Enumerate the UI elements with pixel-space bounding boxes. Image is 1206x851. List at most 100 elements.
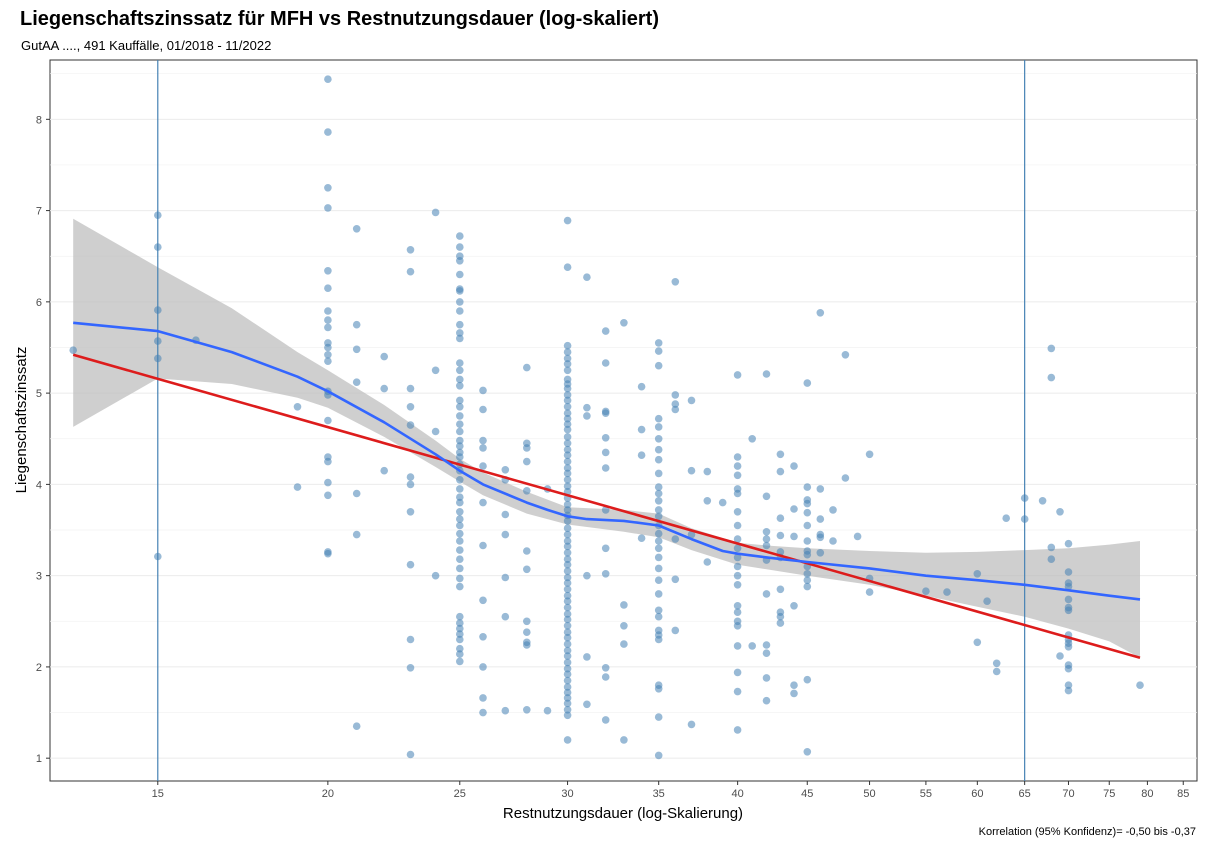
data-point: [563, 500, 572, 509]
data-point: [324, 316, 332, 324]
data-point: [654, 713, 663, 721]
data-point: [992, 659, 1001, 668]
data-point: [601, 664, 610, 672]
data-point: [654, 529, 663, 538]
data-point: [601, 544, 610, 553]
data-point: [703, 497, 712, 505]
data-point: [563, 633, 572, 642]
data-point: [671, 400, 680, 408]
data-point: [803, 521, 812, 530]
data-point: [803, 550, 812, 559]
data-point: [479, 663, 487, 671]
data-point: [654, 339, 663, 347]
data-point: [456, 515, 464, 523]
data-point: [563, 585, 572, 594]
data-point: [865, 588, 874, 596]
data-point: [456, 375, 464, 384]
plot-panel: [49, 59, 1198, 782]
data-point: [406, 473, 415, 481]
data-point: [654, 497, 663, 505]
data-point: [654, 537, 663, 545]
data-point: [352, 530, 361, 539]
data-point: [456, 403, 464, 411]
data-point: [406, 480, 415, 489]
data-point: [501, 706, 510, 715]
data-point: [776, 531, 785, 540]
x-tick-label: 50: [863, 788, 875, 800]
data-point: [324, 351, 332, 359]
data-point: [563, 652, 572, 660]
data-point: [762, 370, 771, 378]
data-point: [1047, 543, 1056, 552]
data-point: [456, 644, 464, 653]
data-point: [620, 601, 628, 609]
data-point: [352, 722, 361, 730]
correlation-caption: Korrelation (95% Konfidenz)= -0,50 bis -…: [978, 826, 1196, 838]
data-point: [563, 451, 572, 460]
data-point: [654, 414, 663, 423]
data-point: [563, 464, 572, 472]
loess-smooth-line: [73, 321, 1141, 601]
data-point: [456, 619, 464, 627]
data-point: [733, 562, 742, 571]
data-point: [563, 573, 572, 582]
data-point: [1064, 568, 1073, 576]
x-tick-label: 25: [454, 788, 466, 800]
data-point: [803, 483, 812, 491]
data-point: [563, 439, 572, 448]
data-point: [563, 482, 572, 491]
x-tick-label: 20: [322, 788, 334, 800]
data-point: [523, 706, 531, 714]
data-point: [654, 612, 663, 621]
data-point: [601, 409, 610, 418]
data-point: [479, 436, 487, 445]
data-point: [733, 687, 742, 696]
data-point: [154, 306, 162, 314]
data-point: [654, 489, 663, 498]
data-point: [1047, 373, 1056, 382]
x-axis-title: Restnutzungsdauer (log-Skalierung): [503, 805, 743, 822]
data-point: [733, 508, 742, 516]
data-point: [324, 491, 332, 500]
data-point: [352, 489, 361, 498]
data-point: [406, 664, 415, 672]
x-tick-label: 55: [920, 788, 932, 800]
data-point: [479, 541, 487, 550]
data-point: [501, 612, 510, 621]
data-point: [703, 558, 712, 566]
data-point: [479, 596, 487, 605]
data-point: [523, 617, 531, 626]
data-point: [406, 750, 415, 759]
data-point: [563, 537, 572, 545]
data-point: [776, 514, 785, 522]
data-point: [1064, 643, 1073, 651]
data-point: [501, 573, 510, 582]
data-point: [563, 457, 572, 466]
data-point: [816, 515, 825, 523]
data-point: [762, 641, 771, 649]
x-tick-label: 30: [561, 788, 573, 800]
data-point: [583, 700, 591, 709]
data-point: [1020, 515, 1029, 523]
data-point: [479, 708, 487, 717]
x-tick-label: 15: [152, 788, 164, 800]
data-point: [816, 309, 825, 317]
chart-subtitle: GutAA ...., 491 Kauffälle, 01/2018 - 11/…: [21, 38, 272, 53]
x-tick-label: 75: [1103, 788, 1115, 800]
data-point: [563, 425, 572, 434]
data-point: [583, 412, 591, 420]
data-point: [563, 699, 572, 708]
data-point: [456, 498, 464, 507]
data-point: [431, 366, 440, 375]
data-point: [1047, 344, 1056, 353]
data-point: [762, 541, 771, 550]
data-point: [352, 378, 361, 387]
data-point: [523, 628, 531, 636]
data-point: [406, 246, 415, 254]
data-point: [654, 361, 663, 370]
data-point: [1056, 652, 1064, 660]
data-point: [620, 319, 628, 327]
data-point: [406, 421, 415, 429]
data-point: [154, 354, 162, 363]
data-point: [654, 483, 663, 491]
